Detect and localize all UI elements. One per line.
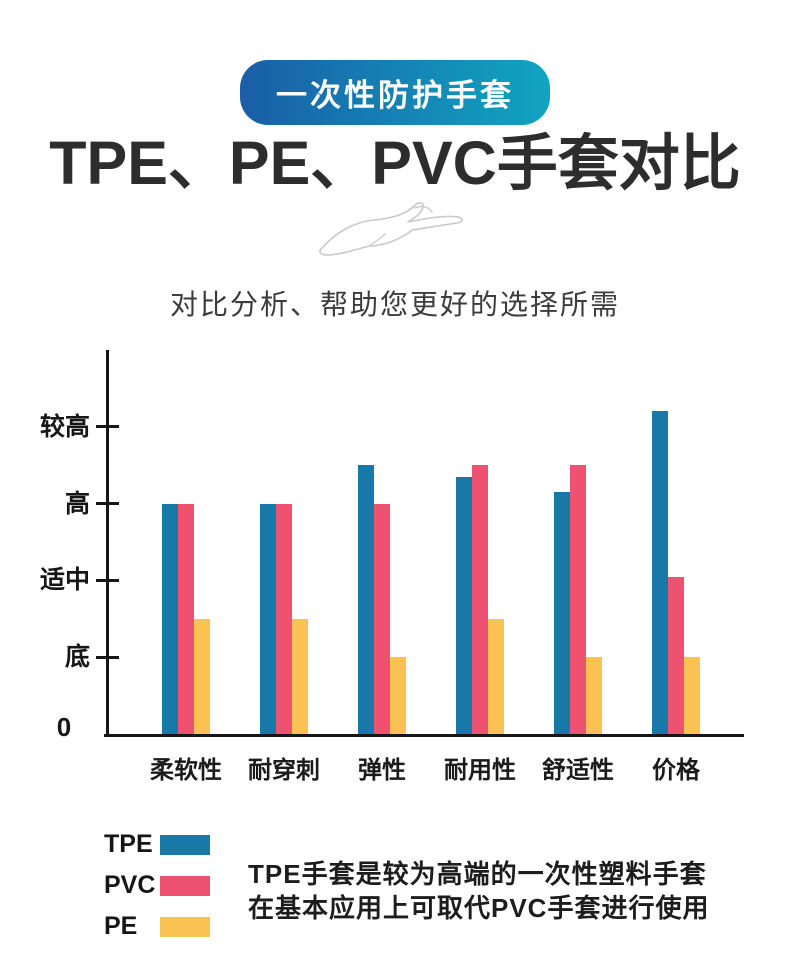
hand-sketch-icon <box>310 198 480 269</box>
page-title: TPE、PE、PVC手套对比 <box>49 129 741 197</box>
y-tick <box>96 655 119 659</box>
legend-row-pe: PE <box>104 912 210 941</box>
x-category-label: 价格 <box>652 757 700 784</box>
description-line-2: 在基本应用上可取代PVC手套进行使用 <box>248 893 710 923</box>
legend-row-tpe: TPE <box>104 830 210 859</box>
bar-pvc <box>570 465 586 734</box>
x-axis <box>104 734 744 737</box>
x-category-label: 柔软性 <box>150 757 222 784</box>
bar-pvc <box>276 503 292 734</box>
bar-pe <box>586 657 602 734</box>
bar-pvc <box>178 503 194 734</box>
bar-pe <box>292 618 308 734</box>
bar-tpe <box>162 503 178 734</box>
bar-tpe <box>358 465 374 734</box>
bar-tpe <box>260 503 276 734</box>
bar-pe <box>194 618 210 734</box>
subtitle: 对比分析、帮助您更好的选择所需 <box>169 289 620 320</box>
bar-pe <box>684 657 700 734</box>
legend-swatch <box>160 834 210 855</box>
badge-container: 一次性防护手套 <box>0 60 790 125</box>
legend-label: TPE <box>104 830 153 858</box>
y-tick <box>96 425 119 429</box>
legend-swatch <box>160 916 210 937</box>
bar-pvc <box>668 576 684 734</box>
chart-legend: TPE PVC PE <box>104 830 210 953</box>
legend-label: PVC <box>104 871 156 899</box>
bar-pe <box>390 657 406 734</box>
x-category-label: 耐用性 <box>444 757 516 784</box>
y-tick-label: 适中 <box>39 566 90 595</box>
bar-pvc <box>472 465 488 734</box>
header-badge: 一次性防护手套 <box>240 60 550 125</box>
y-origin-label: 0 <box>56 712 72 742</box>
description-text: TPE手套是较为高端的一次性塑料手套 在基本应用上可取代PVC手套进行使用 <box>248 857 709 925</box>
bar-tpe <box>456 476 472 734</box>
legend-label: PE <box>104 912 138 940</box>
legend-swatch <box>160 875 210 896</box>
y-tick-label: 高 <box>64 489 90 518</box>
legend-row-pvc: PVC <box>104 871 210 900</box>
bar-tpe <box>652 411 668 734</box>
x-category-label: 舒适性 <box>542 757 614 784</box>
y-tick-label: 较高 <box>39 412 90 441</box>
x-category-label: 弹性 <box>358 757 406 784</box>
x-category-label: 耐穿刺 <box>248 757 320 784</box>
hand-sketch-container <box>0 198 790 269</box>
bar-pe <box>488 618 504 734</box>
y-tick-label: 底 <box>64 643 90 672</box>
bar-tpe <box>554 492 570 734</box>
y-tick <box>96 502 119 506</box>
y-axis <box>105 350 109 737</box>
y-tick <box>96 578 119 582</box>
description-line-1: TPE手套是较为高端的一次性塑料手套 <box>248 859 707 889</box>
bar-pvc <box>374 503 390 734</box>
